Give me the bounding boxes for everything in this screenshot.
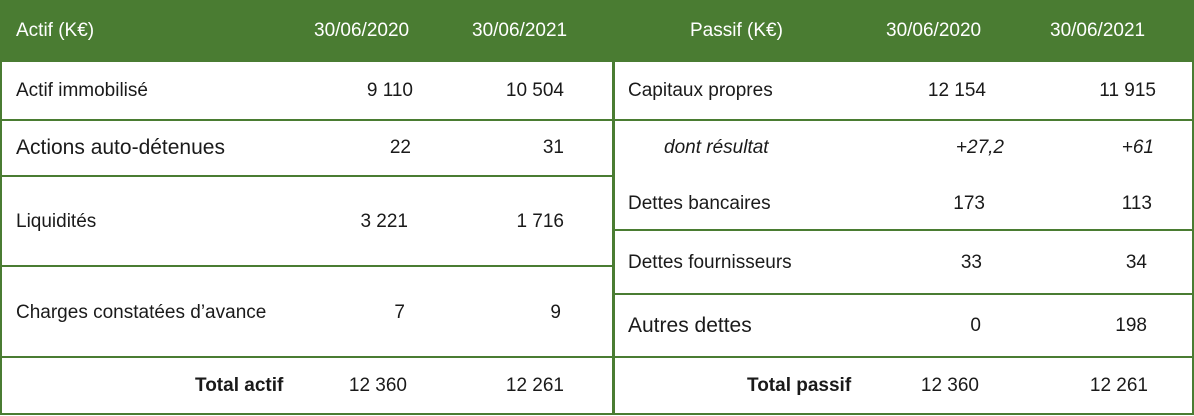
actif-total-2021: 12 261	[505, 375, 564, 396]
actif-row-divider	[0, 356, 614, 358]
passif-row-value-2021: 113	[1121, 193, 1152, 214]
passif-row-divider	[612, 229, 1194, 231]
passif-row-value-2021: +61	[1121, 137, 1154, 158]
passif-row-label: Capitaux propres	[628, 80, 773, 101]
actif-row-divider	[0, 265, 614, 267]
passif-total-2021: 12 261	[1089, 375, 1148, 396]
actif-row-value-2020: 7	[394, 302, 405, 323]
passif-header-label: Passif (K€)	[690, 20, 783, 41]
passif-row-value-2021: 11 915	[1099, 80, 1156, 101]
passif-row-divider	[612, 119, 1194, 121]
passif-table-frame	[612, 60, 1194, 415]
passif-row-label: Dettes fournisseurs	[628, 252, 792, 273]
actif-row-label: Charges constatées d’avance	[16, 302, 267, 323]
actif-header-date-2021: 30/06/2021	[472, 20, 568, 41]
passif-total-label: Total passif	[747, 375, 852, 396]
passif-header-date-2020: 30/06/2020	[886, 20, 982, 41]
actif-table-frame	[0, 60, 615, 415]
passif-row-value-2020: 12 154	[927, 80, 986, 101]
actif-total-label: Total actif	[195, 375, 284, 396]
passif-row-divider	[612, 356, 1194, 358]
passif-row-label: Dettes bancaires	[628, 193, 771, 214]
actif-row-divider	[0, 175, 614, 177]
actif-row-label: Liquidités	[16, 211, 97, 232]
passif-row-divider	[612, 293, 1194, 295]
actif-row-value-2021: 10 504	[505, 80, 564, 101]
passif-row-value-2021: 34	[1125, 252, 1147, 273]
actif-header-date-2020: 30/06/2020	[314, 20, 410, 41]
actif-row-label: Actions auto-détenues	[16, 136, 225, 159]
passif-header-date-2021: 30/06/2021	[1050, 20, 1146, 41]
passif-row-label: Autres dettes	[628, 314, 752, 337]
actif-row-label: Actif immobilisé	[16, 80, 148, 101]
actif-row-value-2021: 31	[542, 137, 564, 158]
table-header: Actif (K€) 30/06/2020 30/06/2021 Passif …	[0, 0, 1194, 62]
passif-row-value-2020: +27,2	[955, 137, 1004, 158]
passif-row-value-2020: 33	[960, 252, 982, 273]
actif-row-value-2020: 3 221	[360, 211, 408, 232]
passif-row-value-2020: 0	[970, 315, 981, 336]
passif-row-value-2020: 173	[953, 193, 985, 214]
passif-row-label: dont résultat	[664, 137, 769, 158]
passif-total-2020: 12 360	[920, 375, 979, 396]
actif-row-value-2021: 1 716	[516, 211, 564, 232]
actif-row-value-2021: 9	[550, 302, 561, 323]
actif-header-label: Actif (K€)	[16, 20, 95, 41]
actif-row-value-2020: 22	[389, 137, 411, 158]
actif-row-value-2020: 9 110	[366, 80, 413, 101]
actif-total-2020: 12 360	[348, 375, 407, 396]
actif-row-divider	[0, 119, 614, 121]
passif-row-value-2021: 198	[1115, 315, 1147, 336]
